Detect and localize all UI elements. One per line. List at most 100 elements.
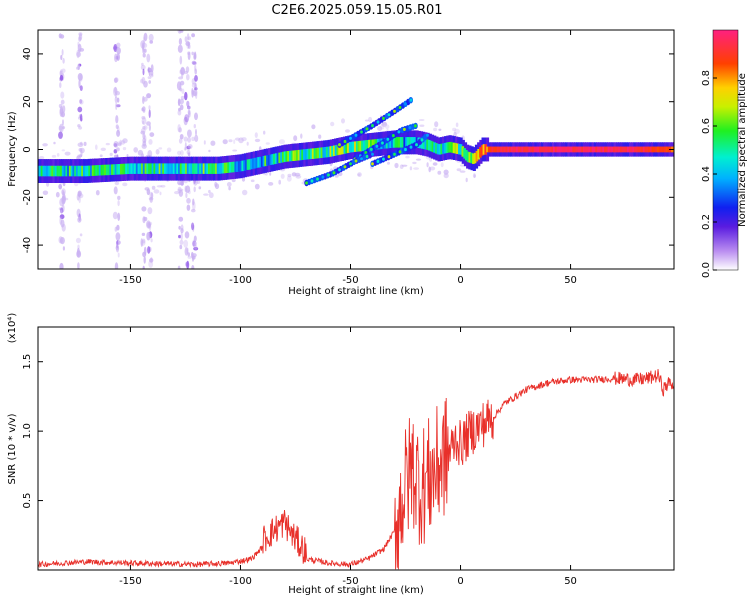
spectrogram-band-core — [47, 165, 51, 177]
spectrogram-noise-dot — [228, 139, 233, 143]
spectrogram-noise-dot — [191, 89, 194, 98]
spectrogram-band-core — [186, 163, 190, 174]
spectrogram-noise-dot — [109, 152, 113, 157]
spectrogram-band-core — [660, 146, 663, 153]
spectrogram-noise-dot — [184, 36, 188, 43]
spectrogram-noise-dot — [429, 166, 436, 171]
spectrogram-band-core — [60, 165, 63, 177]
spectrogram-band-core — [252, 158, 255, 169]
spectrogram-noise-dot — [178, 234, 181, 239]
spectrogram-noise-dot — [187, 51, 191, 61]
spectrogram-streak-core — [365, 127, 369, 131]
spectrogram-band-core — [341, 143, 345, 155]
spectrogram-band-core — [553, 146, 556, 153]
spectrogram-noise-dot — [60, 219, 65, 228]
spectrogram-noise-dot — [137, 149, 144, 156]
spectrogram-band-core — [44, 165, 47, 177]
spectrogram-band-core — [292, 150, 296, 161]
spectrogram-noise-dot — [150, 192, 154, 199]
spectrogram-band-core — [206, 163, 209, 174]
spectrogram-band-core — [297, 149, 301, 161]
spectrogram-band-core — [107, 164, 111, 176]
spectrogram-band-core — [662, 146, 665, 153]
spectrogram-band-core — [266, 155, 269, 166]
spectrogram-noise-dot — [186, 100, 190, 107]
spectrogram-band-core — [574, 146, 577, 153]
spectrogram-noise-dot — [428, 166, 432, 173]
spectrogram-band-core — [239, 161, 243, 172]
spectrogram-noise-dot — [38, 156, 45, 160]
spectrogram-noise-dot — [233, 139, 236, 144]
spectrogram-noise-dot — [191, 33, 196, 38]
spectrogram-band-core — [484, 144, 487, 155]
spectrogram-noise-dot — [186, 204, 191, 211]
spectrogram-band-core — [644, 146, 648, 153]
spectrogram-band-core — [516, 146, 519, 153]
spectrogram-band-core — [540, 146, 544, 153]
spectrogram-band-core — [148, 163, 151, 174]
spectrogram-band-core — [176, 163, 179, 174]
spectrogram-noise-dot — [191, 208, 196, 213]
spectrogram-band-core — [421, 138, 424, 149]
spectrogram-streak-core — [305, 181, 308, 185]
spectrogram-streak-core — [354, 133, 358, 137]
spectrogram-noise-dot — [59, 123, 64, 133]
spectrogram-band-core — [528, 146, 531, 153]
spectrogram-band-core — [440, 143, 443, 155]
spectrogram-noise-dot — [60, 99, 65, 105]
spectrogram-band-core — [468, 152, 472, 163]
spectrogram-band-core — [554, 146, 558, 153]
spectrogram-noise-dot — [142, 53, 146, 58]
spectrogram-data — [38, 30, 674, 269]
spectrogram-noise-dot — [193, 88, 198, 97]
spectrogram-noise-dot — [61, 149, 65, 152]
spectrogram-band-core — [105, 164, 109, 176]
spectrogram-band-core — [230, 161, 234, 173]
spectrogram-noise-dot — [187, 129, 192, 138]
spectrogram-band-core — [156, 163, 160, 174]
spectrogram-band-core — [590, 146, 593, 153]
spectrogram-streak-core — [349, 162, 352, 166]
spectrogram-noise-dot — [226, 182, 232, 187]
spectrogram-noise-dot — [178, 138, 183, 144]
spectrogram-streak-core — [349, 136, 352, 140]
spectrogram-noise-dot — [99, 154, 103, 157]
spectrogram-noise-dot — [116, 129, 121, 137]
spectrogram-noise-dot — [192, 240, 197, 247]
spectrogram-band-core — [86, 165, 90, 177]
spectrogram-band-core — [267, 154, 271, 166]
spectrogram-noise-dot — [377, 126, 383, 131]
spectrogram-noise-dot — [55, 191, 60, 198]
spectrogram-noise-dot — [381, 121, 388, 127]
spectrogram-band-core — [213, 163, 216, 174]
spectrogram-band-core — [141, 163, 144, 174]
spectrogram-streak-core — [409, 98, 413, 102]
spectrogram-noise-dot — [116, 47, 121, 55]
spectrogram-band-core — [621, 146, 625, 153]
snr-frame — [37, 326, 675, 571]
spectrogram-noise-dot — [122, 147, 127, 151]
x-tick-label: -100 — [229, 275, 252, 286]
spectrogram-band-core — [628, 146, 632, 153]
spectrogram-noise-dot — [191, 51, 194, 56]
spectrogram-noise-dot — [193, 53, 197, 61]
spectrogram-noise-dot — [246, 141, 249, 146]
spectrogram-noise-dot — [100, 147, 107, 151]
spectrogram-band-core — [605, 146, 609, 153]
spectrogram-streak-core — [310, 179, 314, 183]
spectrogram-noise-dot — [311, 124, 316, 130]
spectrogram-noise-dot — [187, 109, 191, 116]
spectrogram-noise-dot — [179, 104, 184, 111]
spectrogram-noise-dot — [385, 124, 390, 129]
spectrogram-noise-dot — [140, 78, 144, 84]
spectrogram-band-core — [188, 163, 192, 174]
spectrogram-band-core — [524, 146, 528, 153]
spectrogram-noise-dot — [56, 153, 60, 157]
spectrogram-streak-core — [382, 116, 385, 120]
spectrogram-noise-dot — [80, 113, 83, 122]
spectrogram-noise-dot — [61, 49, 64, 56]
spectrogram-band-core — [229, 162, 232, 173]
spectrogram-noise-dot — [454, 128, 460, 135]
spectrogram-band-core — [223, 162, 227, 174]
spectrogram-noise-dot — [79, 147, 85, 154]
